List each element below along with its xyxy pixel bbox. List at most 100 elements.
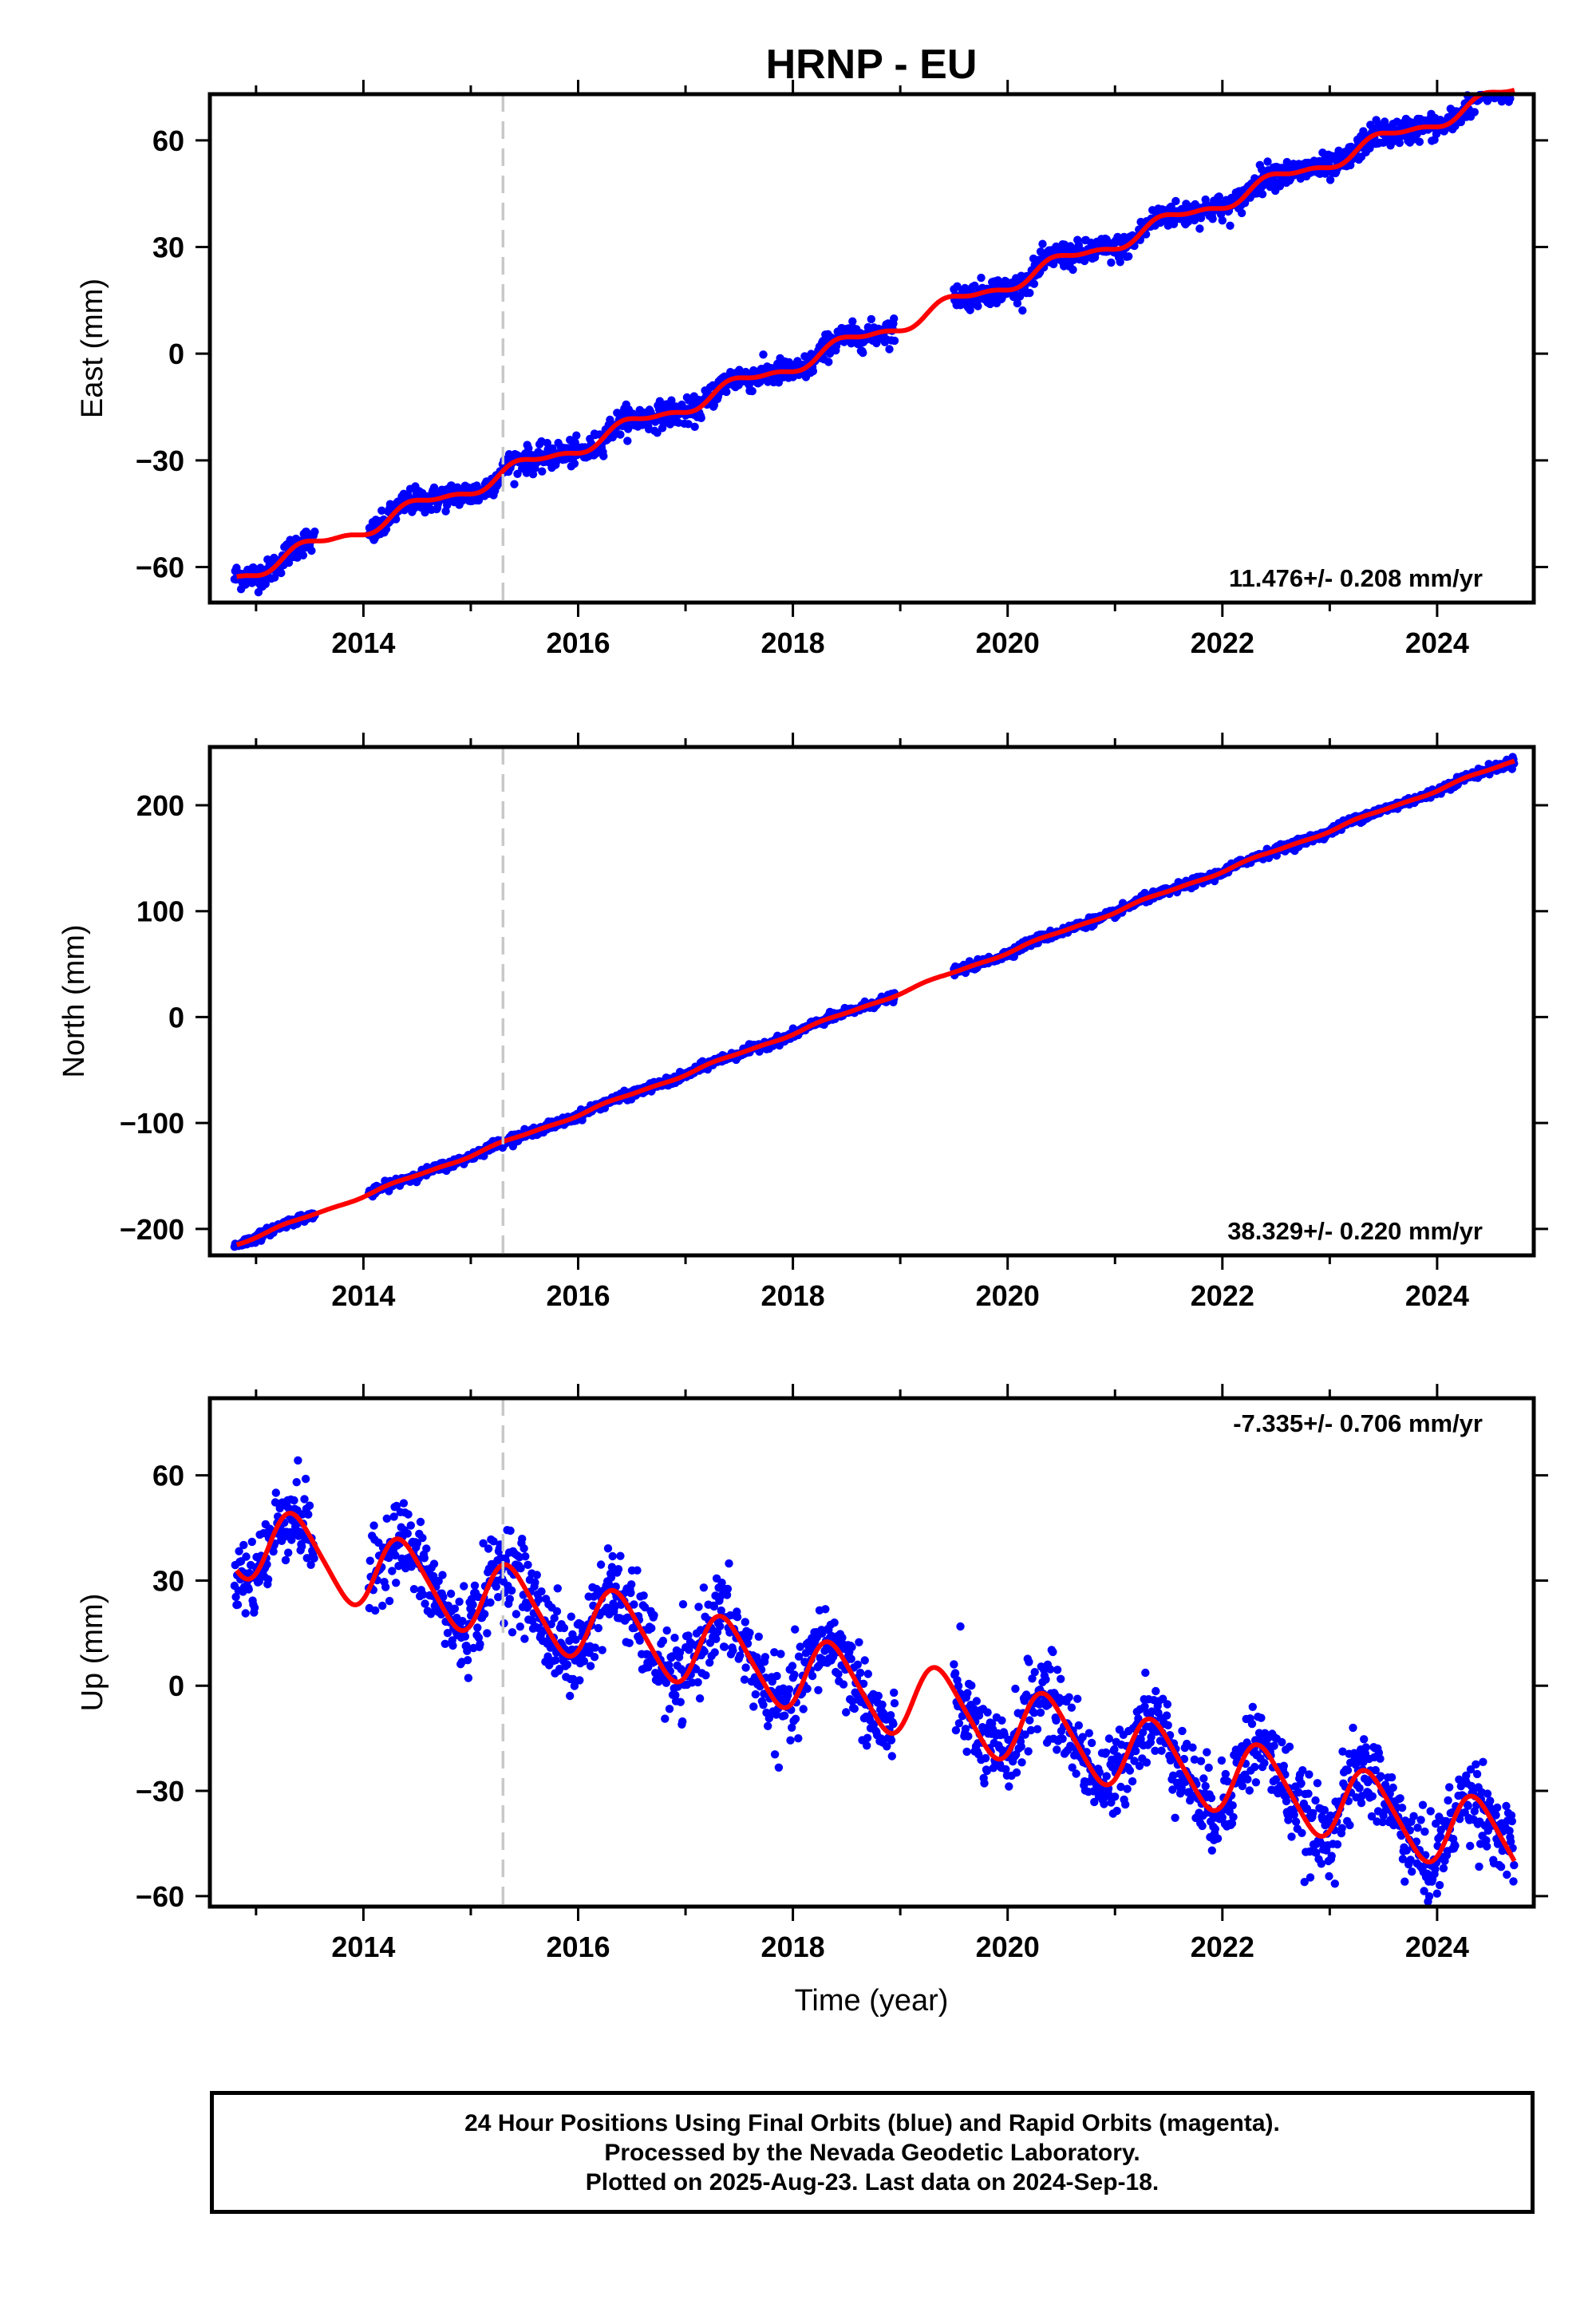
up-point-668 bbox=[716, 1622, 725, 1630]
up-point-811 bbox=[808, 1671, 817, 1681]
north-ytick-label: 100 bbox=[136, 895, 184, 928]
up-point-820 bbox=[814, 1686, 823, 1694]
up-point-108 bbox=[300, 1495, 309, 1504]
east-point-1045 bbox=[1018, 306, 1027, 315]
up-point-279 bbox=[464, 1674, 473, 1682]
north-ytick-label: 0 bbox=[168, 1001, 184, 1034]
east-point-1282 bbox=[1171, 196, 1180, 206]
east-point-124 bbox=[310, 528, 319, 536]
up-point-1055 bbox=[1025, 1658, 1033, 1666]
up-point-427 bbox=[559, 1623, 569, 1633]
east-point-735 bbox=[759, 350, 768, 359]
up-point-1308 bbox=[1188, 1743, 1197, 1752]
up-point-451 bbox=[575, 1676, 584, 1685]
up-point-502 bbox=[608, 1551, 617, 1561]
up-point-1237 bbox=[1142, 1758, 1152, 1767]
up-point-1036 bbox=[1012, 1768, 1021, 1777]
up-point-98 bbox=[294, 1456, 302, 1465]
up-point-31 bbox=[250, 1603, 259, 1612]
up-point-714 bbox=[745, 1628, 754, 1638]
up-point-344 bbox=[506, 1526, 515, 1535]
up-point-313 bbox=[486, 1598, 495, 1607]
east-xtick-label: 2020 bbox=[976, 626, 1040, 659]
east-point-72 bbox=[277, 568, 286, 578]
east-point-1384 bbox=[1237, 208, 1246, 218]
north-ytick-label: 200 bbox=[136, 789, 184, 822]
up-point-531 bbox=[627, 1580, 636, 1589]
east-point-48 bbox=[261, 579, 270, 588]
east-point-1521 bbox=[1325, 176, 1335, 184]
up-point-933 bbox=[887, 1736, 896, 1745]
east-point-1513 bbox=[1321, 169, 1329, 178]
east-point-446 bbox=[572, 431, 581, 440]
north-model-curve bbox=[235, 758, 1516, 1247]
up-point-1099 bbox=[1053, 1666, 1062, 1674]
up-point-347 bbox=[508, 1628, 517, 1637]
up-point-133 bbox=[369, 1521, 378, 1530]
north-ytick-label: −200 bbox=[120, 1213, 184, 1246]
up-point-385 bbox=[532, 1571, 541, 1579]
north-model-line bbox=[235, 758, 1516, 1247]
east-point-812 bbox=[808, 366, 818, 376]
up-point-1191 bbox=[1112, 1806, 1121, 1816]
east-point-1628 bbox=[1395, 138, 1404, 148]
east-point-944 bbox=[953, 282, 962, 290]
up-point-17 bbox=[241, 1609, 250, 1618]
east-point-350 bbox=[510, 480, 519, 488]
chart-title: HRNP - EU bbox=[766, 41, 978, 88]
up-point-644 bbox=[700, 1647, 709, 1656]
up-point-1188 bbox=[1111, 1792, 1120, 1801]
up-point-1251 bbox=[1152, 1686, 1160, 1696]
up-point-79 bbox=[281, 1555, 290, 1565]
up-point-83 bbox=[284, 1548, 293, 1557]
east-point-1714 bbox=[1451, 121, 1460, 131]
up-point-695 bbox=[733, 1613, 742, 1622]
up-point-110 bbox=[301, 1474, 310, 1484]
up-point-735 bbox=[759, 1701, 768, 1709]
up-point-1148 bbox=[1084, 1729, 1094, 1737]
up-point-371 bbox=[523, 1560, 532, 1570]
up-point-1073 bbox=[1036, 1708, 1045, 1717]
up-point-753 bbox=[770, 1750, 780, 1759]
up-point-212 bbox=[421, 1599, 429, 1608]
up-point-474 bbox=[590, 1653, 599, 1662]
up-point-366 bbox=[520, 1634, 529, 1643]
up-point-293 bbox=[473, 1623, 482, 1632]
up-point-1260 bbox=[1157, 1746, 1166, 1755]
up-point-936 bbox=[889, 1720, 898, 1729]
up-point-1092 bbox=[1049, 1647, 1057, 1657]
up-point-528 bbox=[625, 1638, 634, 1647]
up-point-96 bbox=[292, 1478, 301, 1487]
up-point-1117 bbox=[1065, 1693, 1073, 1701]
up-point-388 bbox=[535, 1595, 543, 1604]
up-point-359 bbox=[516, 1622, 524, 1631]
up-point-851 bbox=[834, 1670, 843, 1678]
up-point-468 bbox=[586, 1662, 595, 1670]
east-point-678 bbox=[722, 387, 731, 397]
up-point-185 bbox=[403, 1529, 412, 1538]
up-point-598 bbox=[670, 1634, 679, 1642]
east-point-873 bbox=[848, 317, 857, 326]
up-point-414 bbox=[551, 1656, 560, 1665]
up-point-932 bbox=[887, 1711, 895, 1720]
up-point-934 bbox=[887, 1752, 897, 1761]
up-point-974 bbox=[972, 1697, 982, 1705]
up-point-949 bbox=[956, 1622, 965, 1631]
up-point-255 bbox=[448, 1641, 457, 1650]
up-point-961 bbox=[964, 1732, 973, 1741]
east-point-226 bbox=[429, 483, 439, 492]
east-point-981 bbox=[977, 273, 986, 283]
up-point-768 bbox=[780, 1711, 789, 1720]
up-point-272 bbox=[460, 1582, 468, 1591]
up-point-540 bbox=[633, 1566, 642, 1575]
up-point-190 bbox=[406, 1521, 415, 1530]
up-point-939 bbox=[950, 1660, 958, 1669]
up-point-1269 bbox=[1163, 1700, 1172, 1709]
up-point-495 bbox=[603, 1544, 613, 1553]
up-point-646 bbox=[701, 1671, 710, 1680]
up-point-610 bbox=[678, 1717, 687, 1726]
up-point-937 bbox=[890, 1688, 899, 1697]
up-point-1088 bbox=[1046, 1665, 1055, 1674]
